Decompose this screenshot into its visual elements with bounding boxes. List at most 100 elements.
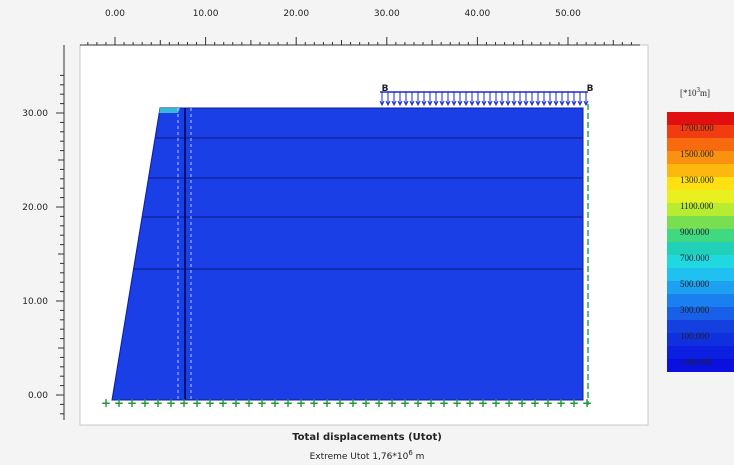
colorbar-cell (667, 307, 734, 320)
legend-label: 1300.000 (680, 175, 714, 185)
fixity: + (478, 396, 488, 410)
fixity: + (179, 396, 189, 410)
soil-model (111, 107, 584, 401)
legend-label: 300.000 (680, 305, 710, 315)
fixity: + (439, 396, 449, 410)
fixity: + (530, 396, 540, 410)
load-arrowhead (583, 100, 589, 107)
ruler-label: 0.00 (28, 391, 48, 401)
fixity: + (257, 396, 267, 410)
load-arrowhead (517, 100, 523, 107)
legend-label: 700.000 (680, 253, 710, 263)
colorbar-cell (667, 346, 734, 359)
load-arrowhead (415, 100, 421, 107)
colorbar-cell (667, 164, 734, 177)
colorbar-cell (667, 255, 734, 268)
fixity: + (127, 396, 137, 410)
ruler-label: 0.00 (105, 9, 125, 19)
fixity: + (504, 396, 514, 410)
colorbar-cell (667, 320, 734, 333)
fixity: + (270, 396, 280, 410)
load-arrowhead (523, 100, 529, 107)
fixity: + (140, 396, 150, 410)
colorbar-cell (667, 216, 734, 229)
fixity: + (166, 396, 176, 410)
fixity: + (231, 396, 241, 410)
load-arrowhead (403, 100, 409, 107)
load-arrowhead (427, 100, 433, 107)
load-arrowhead (457, 100, 463, 107)
fixity: + (348, 396, 358, 410)
load-arrowhead (511, 100, 517, 107)
load-arrowhead (385, 100, 391, 107)
load-arrowhead (547, 100, 553, 107)
fixity: + (413, 396, 423, 410)
colorbar-cell (667, 125, 734, 138)
fixity: + (296, 396, 306, 410)
fixity: + (192, 396, 202, 410)
legend-unit: [*103m] (680, 86, 710, 98)
ruler-label: 20.00 (22, 203, 48, 213)
load-arrowhead (571, 100, 577, 107)
fixity: + (153, 396, 163, 410)
load-arrowhead (391, 100, 397, 107)
fixity: + (205, 396, 215, 410)
load-arrowhead (397, 100, 403, 107)
legend-label: 1100.000 (680, 201, 714, 211)
colorbar-cell (667, 151, 734, 164)
legend-label: 900.000 (680, 227, 710, 237)
load-arrowhead (493, 100, 499, 107)
legend-label: 1500.000 (680, 149, 714, 159)
load-arrowhead (529, 100, 535, 107)
colorbar-cell (667, 294, 734, 307)
fixity: + (491, 396, 501, 410)
ruler-label: 20.00 (283, 9, 309, 19)
load-arrowhead (577, 100, 583, 107)
legend-label: 100.000 (680, 331, 710, 341)
load-arrowhead (499, 100, 505, 107)
load-arrowhead (421, 100, 427, 107)
fixity: + (426, 396, 436, 410)
ruler-label: 50.00 (555, 9, 581, 19)
load-arrowhead (487, 100, 493, 107)
colorbar-cell (667, 203, 734, 216)
ruler-label: 30.00 (22, 109, 48, 119)
legend-label: 500.000 (680, 279, 710, 289)
fixity: + (452, 396, 462, 410)
caption-title: Total displacements (Utot) (292, 432, 442, 443)
load-arrowhead (433, 100, 439, 107)
load-arrowhead (559, 100, 565, 107)
fixity: + (517, 396, 527, 410)
ruler-label: 30.00 (374, 9, 400, 19)
fixity: + (283, 396, 293, 410)
load-arrowhead (541, 100, 547, 107)
colorbar-cell (667, 138, 734, 151)
fixity: + (543, 396, 553, 410)
colorbar-cell (667, 229, 734, 242)
colorbar-cell (667, 281, 734, 294)
fixity: + (114, 396, 124, 410)
load-arrowhead (565, 100, 571, 107)
colorbar-cell (667, 333, 734, 346)
ruler-label: 10.00 (193, 9, 219, 19)
fixity: + (309, 396, 319, 410)
load-label: B (382, 84, 389, 94)
load-arrowhead (451, 100, 457, 107)
fixity: + (361, 396, 371, 410)
fixity: + (569, 396, 579, 410)
contour-highlight (159, 108, 180, 113)
load-arrowhead (463, 100, 469, 107)
fixity: + (322, 396, 332, 410)
fixities: + + + + + + + + + + + + + + + + + + + + + + + + + + + + + + + + + + + + + + (101, 396, 592, 410)
legend-label: 1700.000 (680, 123, 714, 133)
load-arrowhead (481, 100, 487, 107)
rulers: 0.00 10.00 20.00 30.00 40.00 50.00 30.00 20.00 1… (22, 9, 640, 420)
load-arrowhead (553, 100, 559, 107)
load-arrowhead (505, 100, 511, 107)
legend-label: -100.000 (680, 357, 713, 367)
load-arrowhead (535, 100, 541, 107)
fixity: + (582, 396, 592, 410)
layer-boundaries (133, 137, 583, 270)
fixity: + (101, 396, 111, 410)
